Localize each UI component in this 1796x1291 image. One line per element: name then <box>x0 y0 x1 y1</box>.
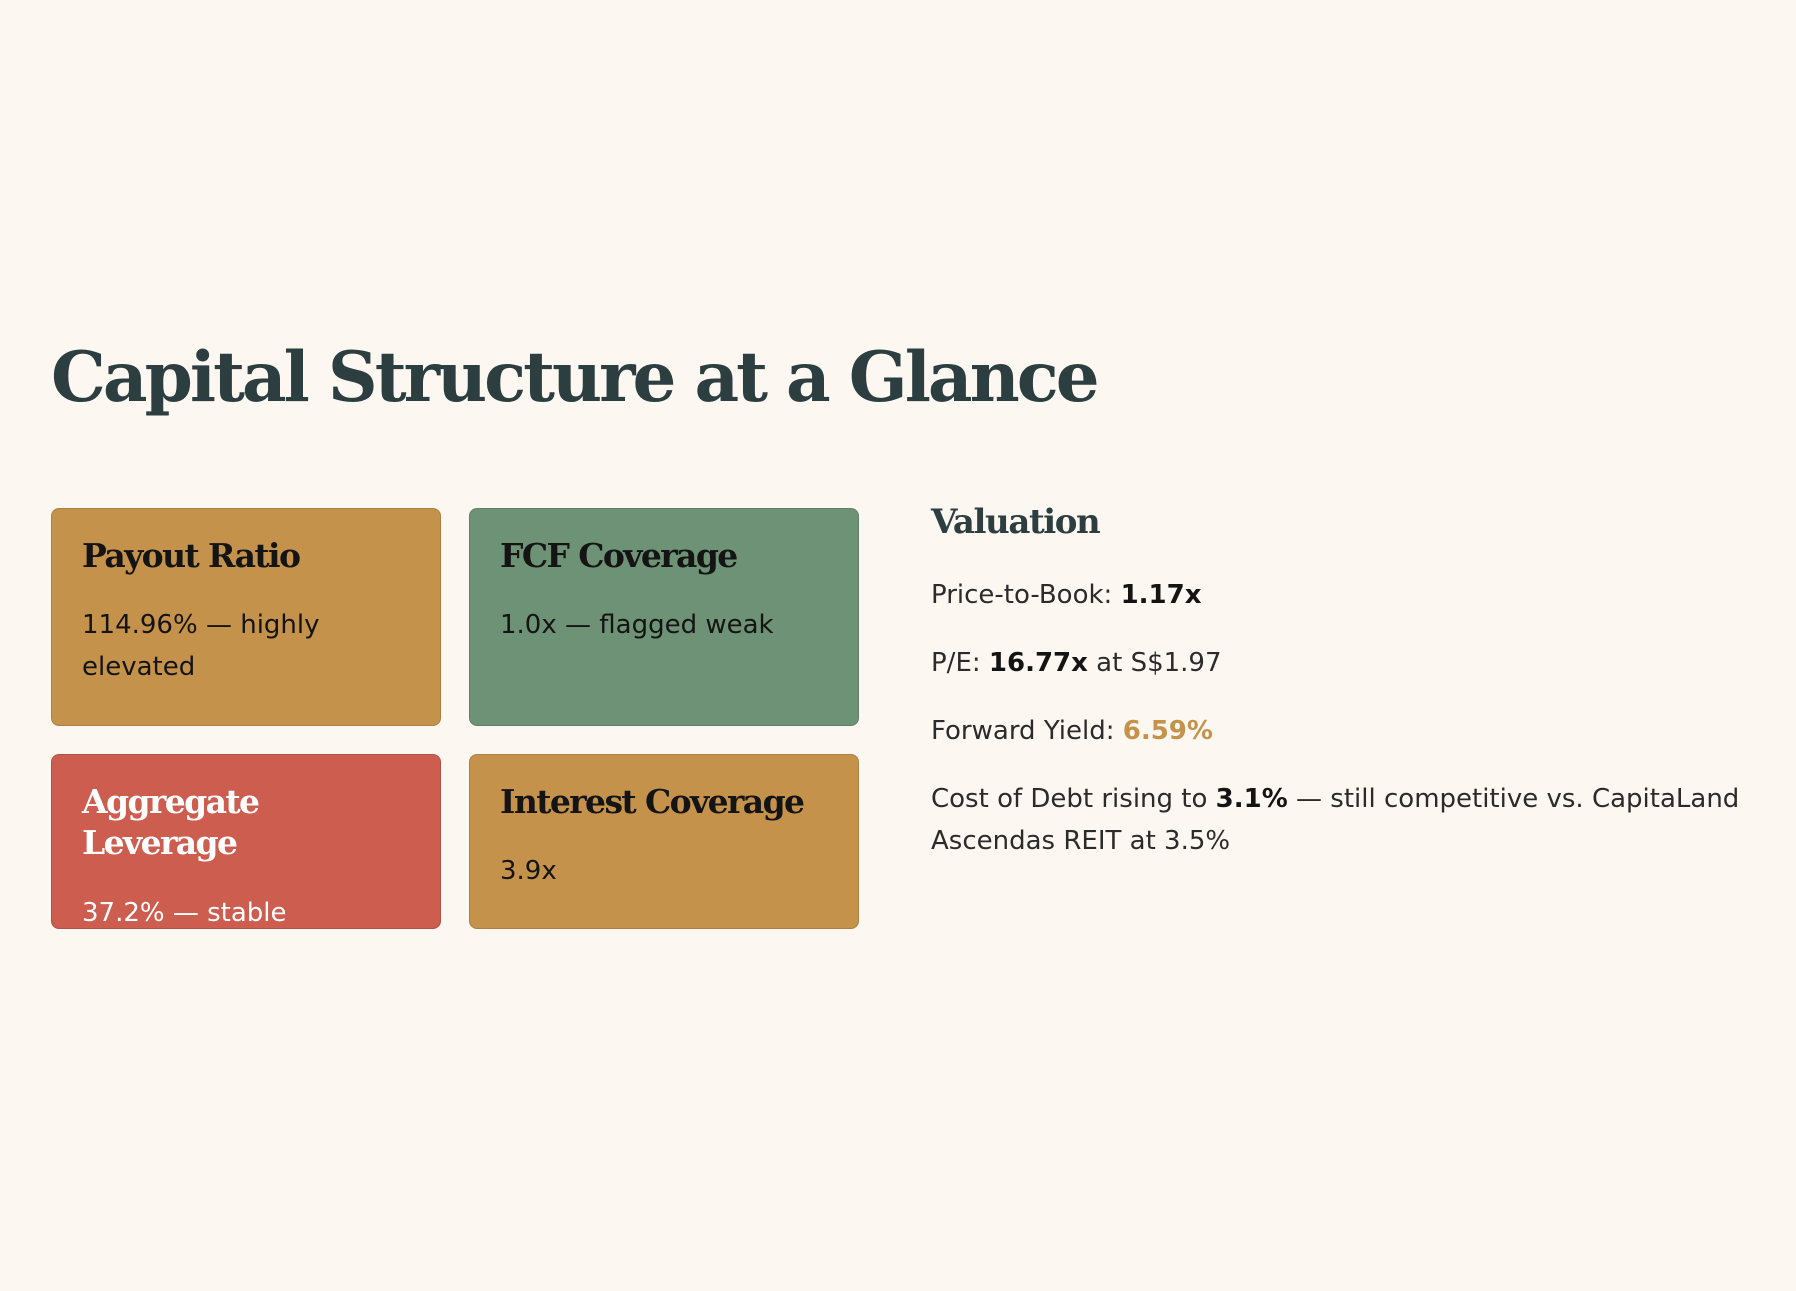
card-value: 1.0x — flagged weak <box>500 610 774 641</box>
forward-yield-line: Forward Yield: 6.59% <box>931 710 1751 752</box>
card-value: 3.9x <box>500 856 557 887</box>
price-to-book-value: 1.17x <box>1120 580 1202 611</box>
cost-of-debt-value: 3.1% <box>1215 784 1288 815</box>
forward-yield-value: 6.59% <box>1122 716 1213 747</box>
card-value: 114.96% — highly elevated <box>82 610 320 683</box>
card-title: FCF Coverage <box>500 536 738 575</box>
pe-label: P/E: <box>931 648 989 679</box>
card-value: 37.2% — stable <box>82 897 287 928</box>
metric-card-payout-ratio: Payout Ratio 114.96% — highly elevated <box>51 508 441 726</box>
pe-value: 16.77x <box>988 648 1088 679</box>
cost-of-debt-label: Cost of Debt rising to <box>931 784 1216 815</box>
metric-card-aggregate-leverage: Aggregate Leverage 37.2% — stable <box>51 754 441 929</box>
price-to-book-line: Price-to-Book: 1.17x <box>931 574 1751 616</box>
metric-card-interest-coverage: Interest Coverage 3.9x <box>469 754 859 929</box>
valuation-heading: Valuation <box>931 502 1101 542</box>
page-title: Capital Structure at a Glance <box>51 337 1100 418</box>
pe-suffix: at S$1.97 <box>1087 648 1222 679</box>
card-title: Interest Coverage <box>500 782 805 821</box>
cost-of-debt-suffix: — still competitive vs. CapitaLand Ascen… <box>931 784 1740 857</box>
metric-cards-grid: Payout Ratio 114.96% — highly elevated F… <box>51 508 859 929</box>
pe-line: P/E: 16.77x at S$1.97 <box>931 642 1751 684</box>
forward-yield-label: Forward Yield: <box>931 716 1123 747</box>
card-title: Aggregate Leverage <box>82 782 260 863</box>
card-title: Payout Ratio <box>82 536 301 575</box>
cost-of-debt-line: Cost of Debt rising to 3.1% — still comp… <box>931 778 1751 862</box>
metric-card-fcf-coverage: FCF Coverage 1.0x — flagged weak <box>469 508 859 726</box>
valuation-panel: Valuation Price-to-Book: 1.17x P/E: 16.7… <box>931 500 1751 888</box>
price-to-book-label: Price-to-Book: <box>931 580 1121 611</box>
